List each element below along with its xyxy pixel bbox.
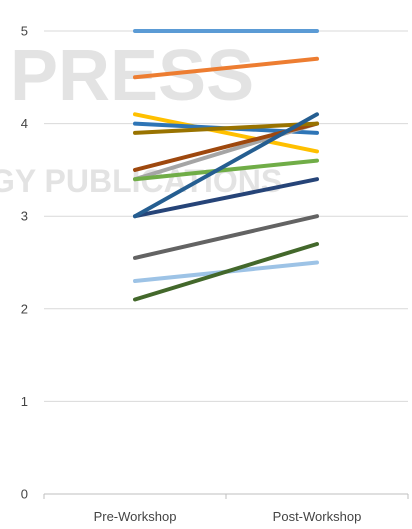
series-lines xyxy=(133,29,319,302)
y-tick-label-4: 4 xyxy=(21,116,28,131)
y-tick-label-0: 0 xyxy=(21,487,28,502)
series-line-9 xyxy=(133,112,319,219)
watermark-large: PRESS xyxy=(10,36,254,116)
series-line-7 xyxy=(133,158,319,182)
series-line-12 xyxy=(133,242,319,302)
series-line-2 xyxy=(133,112,319,154)
x-tick-label-0: Pre-Workshop xyxy=(94,509,177,524)
y-tick-label-1: 1 xyxy=(21,394,28,409)
series-line-10 xyxy=(133,214,319,260)
series-line-8 xyxy=(133,177,319,219)
y-tick-label-3: 3 xyxy=(21,209,28,224)
x-tick-label-1: Post-Workshop xyxy=(273,509,362,524)
y-axis: 0 1 2 3 4 5 xyxy=(21,24,28,502)
series-line-6 xyxy=(133,121,319,135)
y-tick-label-2: 2 xyxy=(21,301,28,316)
x-axis: Pre-Workshop Post-Workshop xyxy=(43,494,409,524)
series-line-1 xyxy=(133,56,319,80)
y-tick-label-5: 5 xyxy=(21,24,28,39)
